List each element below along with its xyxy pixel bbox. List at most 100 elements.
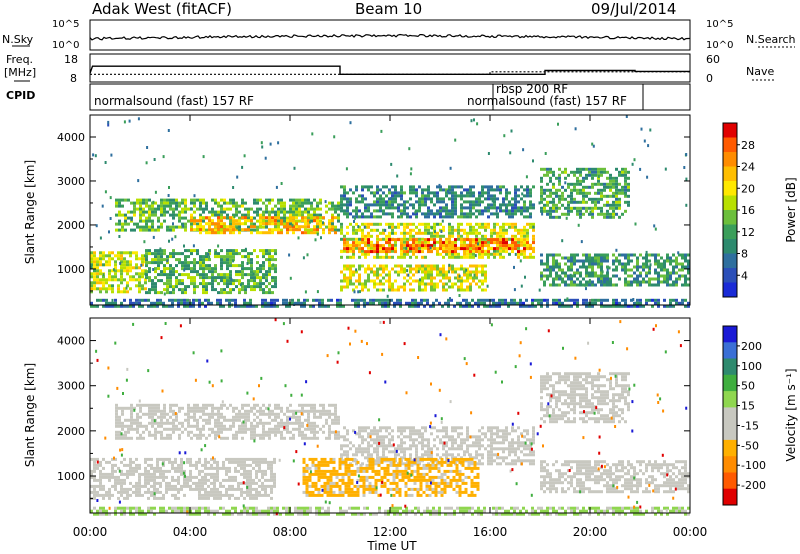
data-cell: [310, 427, 313, 431]
data-cell: [247, 273, 250, 277]
data-cell: [154, 421, 157, 425]
data-cell: [141, 275, 144, 279]
data-cell: [555, 265, 558, 269]
data-cell: [298, 403, 301, 407]
data-cell: [442, 276, 445, 280]
data-cell: [552, 280, 555, 284]
data-cell: [234, 301, 237, 305]
data-cell: [159, 475, 162, 479]
data-cell: [139, 415, 142, 419]
data-cell: [406, 225, 409, 229]
data-cell: [352, 241, 355, 245]
data-cell: [129, 487, 132, 491]
data-cell: [268, 210, 271, 214]
data-cell: [199, 216, 202, 220]
data-cell: [283, 421, 286, 425]
data-cell: [160, 430, 163, 434]
data-cell: [226, 258, 229, 262]
data-cell: [244, 213, 247, 217]
data-cell: [415, 194, 418, 198]
data-cell: [459, 301, 462, 305]
data-cell: [685, 203, 688, 207]
data-cell: [424, 238, 427, 242]
data-cell: [178, 282, 181, 286]
data-cell: [111, 472, 114, 476]
data-cell: [519, 259, 522, 263]
data-cell: [252, 304, 255, 308]
data-cell: [352, 228, 355, 232]
data-cell: [135, 490, 138, 494]
data-cell: [643, 139, 646, 143]
data-cell: [411, 301, 414, 305]
data-cell: [243, 304, 246, 308]
data-cell: [388, 191, 391, 195]
data-cell: [214, 250, 217, 254]
data-cell: [445, 206, 448, 210]
data-cell: [573, 256, 576, 260]
data-cell: [448, 252, 451, 256]
data-cell: [606, 268, 609, 272]
data-cell: [307, 222, 310, 226]
data-cell: [307, 427, 310, 431]
data-cell: [159, 469, 162, 473]
data-cell: [612, 283, 615, 287]
data-cell: [241, 273, 244, 277]
data-cell: [576, 182, 579, 186]
data-cell: [424, 197, 427, 201]
data-cell: [286, 427, 289, 431]
data-cell: [202, 291, 205, 295]
data-cell: [133, 222, 136, 226]
data-cell: [373, 273, 376, 277]
data-cell: [403, 225, 406, 229]
data-cell: [202, 409, 205, 413]
data-cell: [229, 288, 232, 292]
data-cell: [270, 301, 273, 305]
data-cell: [612, 215, 615, 219]
data-cell: [102, 493, 105, 497]
data-cell: [237, 484, 240, 488]
data-cell: [175, 418, 178, 422]
data-cell: [199, 228, 202, 232]
data-cell: [424, 222, 427, 226]
data-cell: [648, 259, 651, 263]
data-cell: [280, 406, 283, 410]
data-cell: [216, 475, 219, 479]
data-cell: [166, 282, 169, 286]
data-cell: [408, 301, 411, 305]
data-cell: [249, 493, 252, 497]
data-cell: [499, 185, 502, 189]
data-cell: [394, 270, 397, 274]
data-cell: [202, 216, 205, 220]
data-cell: [442, 228, 445, 232]
data-cell: [499, 191, 502, 195]
data-cell: [151, 219, 154, 223]
data-cell: [295, 418, 298, 422]
data-cell: [346, 215, 349, 219]
data-cell: [624, 280, 627, 284]
data-cell: [153, 487, 156, 491]
data-cell: [390, 162, 393, 166]
data-cell: [505, 250, 508, 254]
data-cell: [391, 244, 394, 248]
data-cell: [178, 288, 181, 292]
data-cell: [145, 219, 148, 223]
data-cell: [612, 298, 615, 302]
data-cell: [256, 276, 259, 280]
data-cell: [228, 466, 231, 470]
data-cell: [147, 496, 150, 500]
data-cell: [132, 266, 135, 270]
data-cell: [286, 210, 289, 214]
data-cell: [166, 255, 169, 259]
data-cell: [135, 251, 138, 255]
data-cell: [274, 249, 277, 253]
data-cell: [472, 270, 475, 274]
data-cell: [138, 493, 141, 497]
data-cell: [225, 457, 228, 461]
data-cell: [511, 197, 514, 201]
data-cell: [246, 472, 249, 476]
data-cell: [181, 264, 184, 268]
data-cell: [202, 198, 205, 202]
data-cell: [105, 493, 108, 497]
data-cell: [484, 244, 487, 248]
data-cell: [181, 216, 184, 220]
